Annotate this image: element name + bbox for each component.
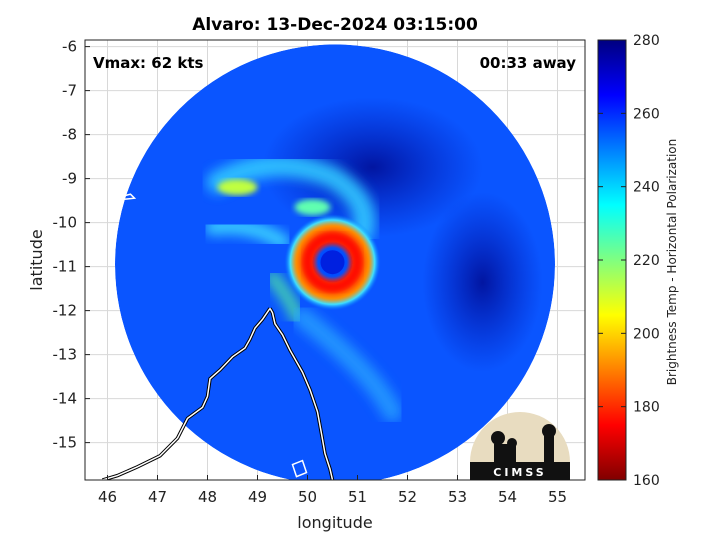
rain-band (292, 307, 403, 423)
coastline-islet (121, 193, 308, 478)
water-tower-icon (544, 432, 554, 462)
x-tick-label-7: 53 (448, 488, 467, 506)
y-tick-label-1: -7 (62, 82, 77, 100)
eyewall-outer (295, 225, 370, 300)
x-tick-label-1: 47 (148, 488, 167, 506)
y-tick-label-7: -13 (53, 346, 78, 364)
colorbar-ticks: 160 180 200 220 240 260 280 (598, 33, 660, 489)
colorbar-tick-label-6: 280 (633, 33, 660, 49)
colorbar-tick-label-3: 220 (633, 253, 660, 269)
storm-eye (320, 250, 345, 275)
colorbar-tick-label-0: 160 (633, 473, 660, 489)
cimss-logo: CIMSS (470, 412, 570, 480)
colorbar-label: Brightness Temp - Horizontal Polarizatio… (665, 139, 679, 386)
y-tick-label-5: -11 (53, 258, 78, 276)
convective-cell (217, 179, 258, 196)
chart-title: Alvaro: 13-Dec-2024 03:15:00 (192, 15, 478, 35)
y-axis-ticks: -6 -7 -8 -9 -10 -11 -12 -13 -14 -15 (53, 38, 90, 452)
x-tick-label-3: 49 (248, 488, 267, 506)
eyewall-core (300, 230, 365, 295)
plot-frame (84, 39, 586, 481)
satellite-dish-icon (491, 431, 505, 445)
y-tick-label-9: -15 (53, 434, 78, 452)
x-axis-label: longitude (297, 513, 372, 532)
x-tick-label-0: 46 (98, 488, 117, 506)
logo-text: CIMSS (493, 466, 546, 479)
x-tick-label-2: 48 (198, 488, 217, 506)
colorbar-tick-label-4: 240 (633, 180, 660, 196)
y-tick-label-0: -6 (62, 38, 77, 56)
y-tick-label-4: -10 (53, 214, 78, 232)
x-tick-label-9: 55 (548, 488, 567, 506)
y-axis-label: latitude (27, 229, 46, 290)
vmax-annotation: Vmax: 62 kts (93, 54, 203, 72)
y-tick-label-6: -12 (53, 302, 78, 320)
colorbar-tick-label-5: 260 (633, 106, 660, 122)
x-tick-label-5: 51 (348, 488, 367, 506)
y-tick-label-2: -8 (62, 126, 77, 144)
image-layer (102, 44, 555, 480)
colorbar-tick-label-1: 180 (633, 400, 660, 416)
colorbar-tick-label-2: 200 (633, 326, 660, 342)
rain-band (206, 154, 376, 244)
time-away-annotation: 00:33 away (480, 54, 577, 72)
cold-cloud-region (422, 192, 543, 373)
convective-cell (294, 199, 331, 216)
coastline-madagascar-highlight (102, 307, 334, 480)
x-tick-label-6: 52 (398, 488, 417, 506)
x-tick-label-4: 50 (298, 488, 317, 506)
x-axis-ticks: 46 47 48 49 50 51 52 53 54 55 (98, 475, 567, 506)
rain-band (204, 218, 291, 251)
y-tick-label-8: -14 (53, 390, 78, 408)
y-tick-label-3: -9 (62, 170, 77, 188)
storm-structure (204, 97, 543, 423)
x-tick-label-8: 54 (498, 488, 517, 506)
